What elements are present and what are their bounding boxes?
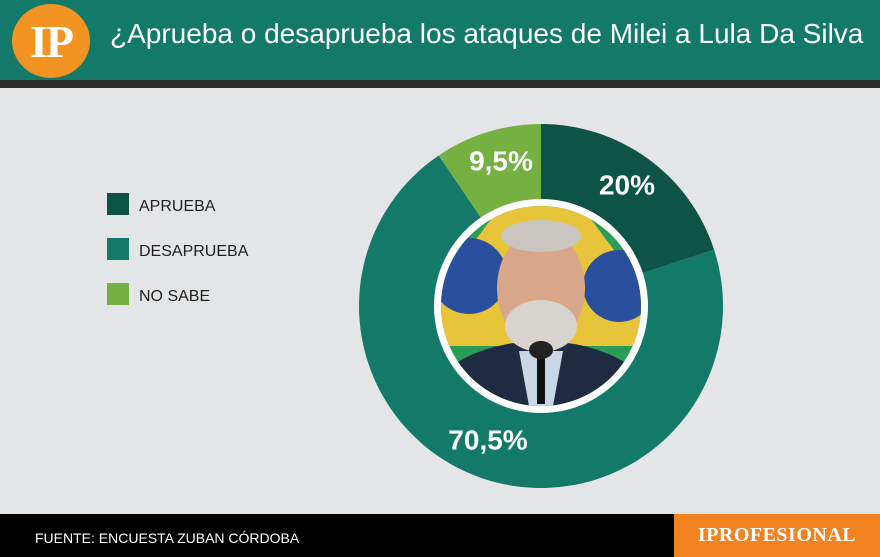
data-label-desaprueba: 70,5% xyxy=(448,424,527,455)
header-bar: IP ¿Aprueba o desaprueba los ataques de … xyxy=(0,0,880,80)
legend-swatch-desaprueba xyxy=(107,238,129,260)
legend-swatch-no-sabe xyxy=(107,283,129,305)
data-label-no-sabe: 9,5% xyxy=(469,145,533,176)
photo-of-lula xyxy=(441,206,641,406)
chart-title: ¿Aprueba o desaprueba los ataques de Mil… xyxy=(110,18,864,49)
legend-item-no-sabe: NO SABE xyxy=(107,283,248,305)
source-text: FUENTE: ENCUESTA ZUBAN CÓRDOBA xyxy=(35,530,300,546)
legend-item-aprueba: APRUEBA xyxy=(107,193,248,215)
legend-swatch-aprueba xyxy=(107,193,129,215)
header-divider xyxy=(0,80,880,88)
legend-label-aprueba: APRUEBA xyxy=(139,198,216,215)
brand-logo: IPROFESIONAL xyxy=(674,514,880,557)
legend-label-desaprueba: DESAPRUEBA xyxy=(139,243,249,260)
footer-bar: FUENTE: ENCUESTA ZUBAN CÓRDOBA IPROFESIO… xyxy=(0,514,880,557)
legend-label-no-sabe: NO SABE xyxy=(139,288,211,305)
legend-item-desaprueba: DESAPRUEBA xyxy=(107,238,248,260)
legend: APRUEBA DESAPRUEBA NO SABE xyxy=(107,193,248,328)
data-label-aprueba: 20% xyxy=(599,169,655,200)
ip-logo: IP xyxy=(12,4,90,78)
